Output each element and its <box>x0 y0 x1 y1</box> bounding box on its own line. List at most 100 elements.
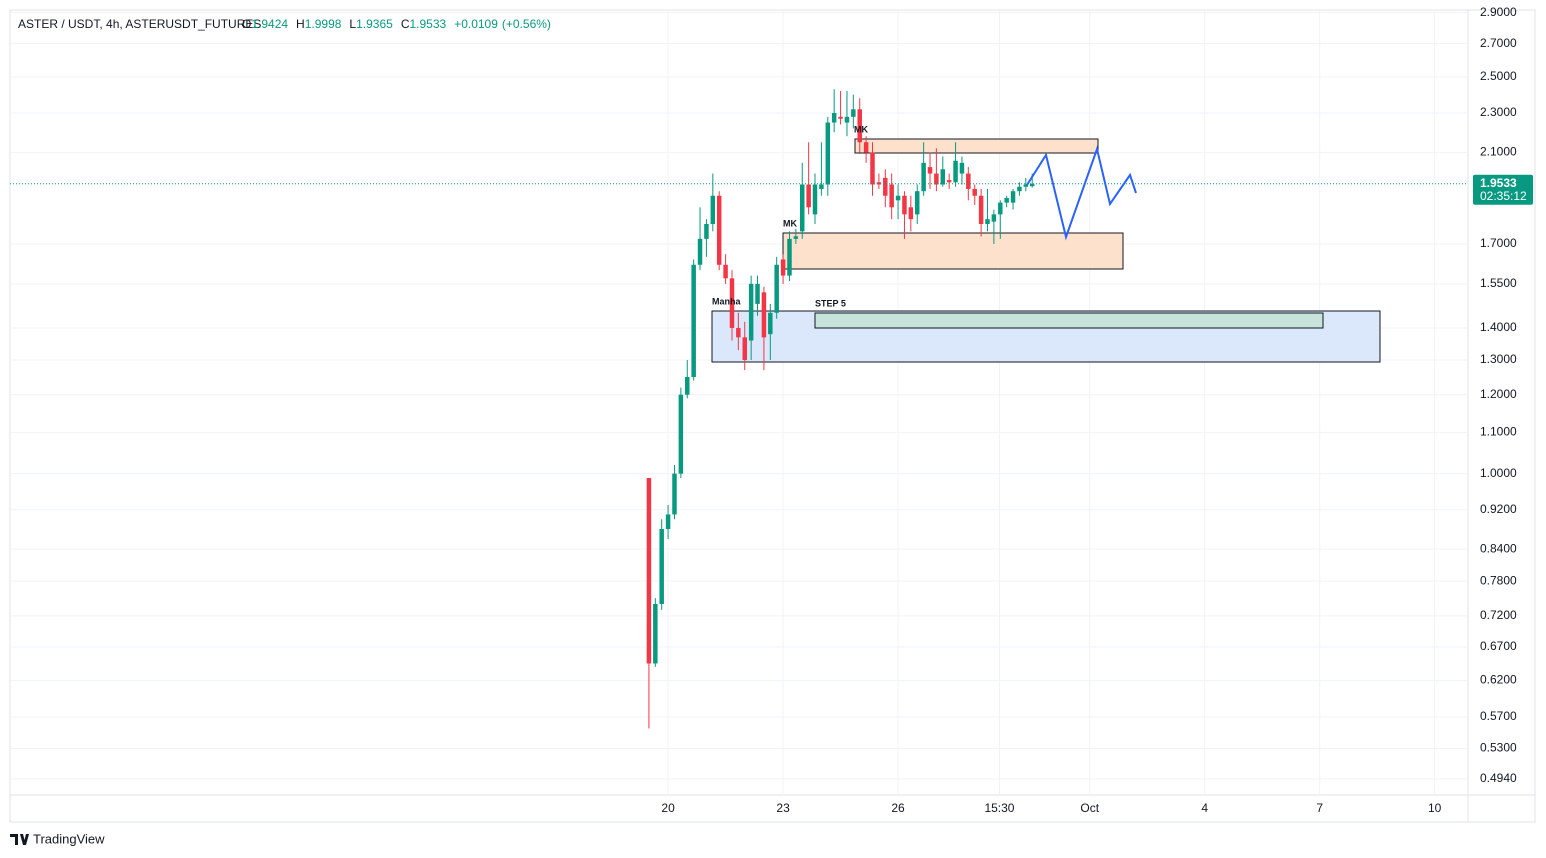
y-tick-label: 0.7200 <box>1480 608 1517 622</box>
candle-body <box>646 477 652 664</box>
candle-body <box>908 207 914 220</box>
annotation: Manha <box>712 296 741 306</box>
y-tick-label: 2.1000 <box>1480 145 1517 159</box>
x-tick-label: Oct <box>1080 801 1099 815</box>
candle-body <box>991 214 997 222</box>
y-tick-label: 2.9000 <box>1480 5 1517 19</box>
ohlc-letter: L <box>349 17 356 31</box>
chart-frame <box>9 9 1536 823</box>
annotation: STEP 5 <box>815 298 846 308</box>
countdown-label: 02:35:12 <box>1480 189 1527 203</box>
ohlc-letter: C <box>401 17 410 31</box>
candle-body <box>723 264 728 279</box>
candle-body <box>787 238 792 276</box>
candle-body <box>736 327 741 338</box>
candle-body <box>946 180 952 183</box>
logo <box>10 834 29 845</box>
y-tick-label: 1.2000 <box>1480 387 1517 401</box>
y-tick-label: 0.7800 <box>1480 573 1517 587</box>
candle-body <box>844 116 850 123</box>
x-tick-label: 26 <box>891 801 905 815</box>
candle-body <box>953 160 958 183</box>
change-percent: (+0.56%) <box>502 17 551 31</box>
y-tick-label: 1.0000 <box>1480 466 1517 480</box>
y-tick-label: 2.3000 <box>1480 105 1517 119</box>
candle-body <box>665 514 671 529</box>
candle-body <box>653 603 658 664</box>
x-tick-label: 7 <box>1316 801 1323 815</box>
y-tick-label: 0.5300 <box>1480 741 1517 755</box>
candle-body <box>793 236 799 239</box>
candle-body <box>863 142 869 153</box>
ohlc-legend: O1.9424 H1.9998 L1.9365 C1.9533 +0.0109 (+0.5… <box>242 17 551 31</box>
candle-body <box>838 116 843 119</box>
candle-body <box>889 184 894 208</box>
ohlc-value: 1.9533 <box>409 17 446 31</box>
y-tick-label: 0.9200 <box>1480 502 1517 516</box>
y-tick-label: 2.5000 <box>1480 69 1517 83</box>
candle-body <box>876 182 882 185</box>
candle-body <box>704 223 709 239</box>
candle-body <box>678 394 684 474</box>
ohlc-value: 1.9365 <box>356 17 393 31</box>
annotation: MK <box>854 124 868 134</box>
candle-body <box>1023 184 1029 187</box>
candle-body <box>1029 183 1035 187</box>
candle-body <box>959 162 965 174</box>
candle-body <box>978 195 984 224</box>
candle-body <box>883 177 888 196</box>
candle-body <box>710 195 716 224</box>
zone-box <box>782 232 1124 270</box>
y-tick-label: 0.6700 <box>1480 639 1517 653</box>
y-tick-label: 1.7000 <box>1480 236 1517 250</box>
candle-body <box>672 473 677 515</box>
candle-body <box>851 109 856 117</box>
candle-body <box>825 122 831 185</box>
candle-body <box>716 195 722 265</box>
y-tick-label: 1.4000 <box>1480 320 1517 334</box>
candle-body <box>691 264 696 378</box>
watermark: TradingView <box>10 831 105 846</box>
candle-body <box>902 195 907 215</box>
candle-body <box>870 152 875 185</box>
candle-body <box>857 109 862 143</box>
y-tick-label: 0.8400 <box>1480 541 1517 555</box>
symbol-title: ASTER / USDT, 4h, ASTERUSDT_FUTURES <box>18 17 261 31</box>
y-tick-label: 1.1000 <box>1480 425 1517 439</box>
candle-body <box>685 377 690 395</box>
y-tick-label: 1.5500 <box>1480 276 1517 290</box>
ohlc-value: 1.9424 <box>251 17 288 31</box>
ohlc-value: 1.9998 <box>305 17 342 31</box>
candle-body <box>921 162 926 192</box>
zone-box <box>854 138 1099 154</box>
x-tick-label: 4 <box>1201 801 1208 815</box>
y-tick-label: 0.6200 <box>1480 673 1517 687</box>
x-tick-label: 20 <box>661 801 675 815</box>
x-tick-label: 10 <box>1428 801 1442 815</box>
candle-body <box>812 184 818 215</box>
candle-body <box>972 188 977 196</box>
y-tick-label: 0.4940 <box>1480 771 1517 785</box>
last-price-box <box>1473 174 1533 205</box>
candle-body <box>1010 191 1016 203</box>
candle-body <box>1017 186 1022 192</box>
candle-body <box>697 238 703 265</box>
candle-body <box>819 184 824 189</box>
x-tick-label: 23 <box>776 801 790 815</box>
candle-body <box>755 283 760 304</box>
x-tick-label: 15:30 <box>984 801 1014 815</box>
annotation: MK <box>783 218 797 228</box>
candle-body <box>768 312 773 335</box>
candle-body <box>914 191 920 215</box>
candle-body <box>748 283 754 341</box>
candle-body <box>800 184 805 232</box>
candle-body <box>806 184 811 208</box>
y-tick-label: 2.7000 <box>1480 36 1517 50</box>
candle-body <box>780 259 786 276</box>
candle-body <box>966 173 971 189</box>
ohlc-letter: O <box>242 17 251 31</box>
candle-body <box>742 337 747 361</box>
candle-body <box>659 528 664 604</box>
